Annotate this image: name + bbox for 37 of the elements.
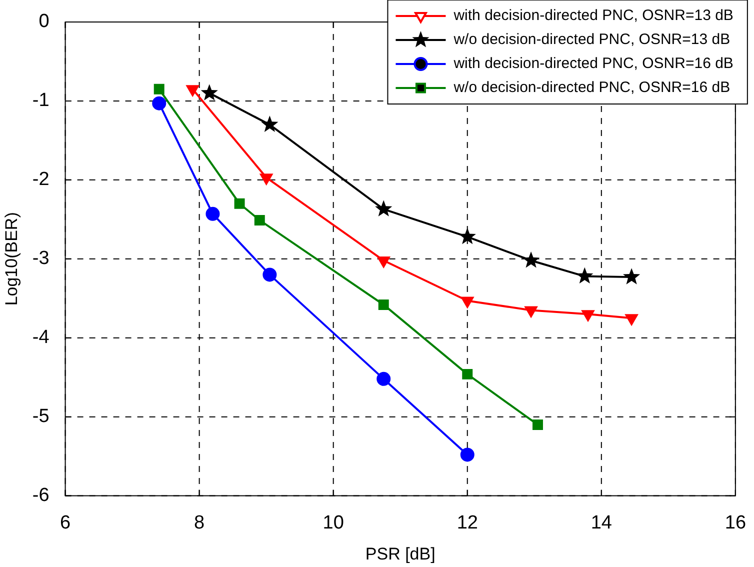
- x-tick-label: 12: [456, 512, 478, 534]
- point: [576, 267, 594, 284]
- point: [254, 214, 265, 226]
- point: [200, 84, 218, 100]
- y-tick-label: -4: [32, 327, 50, 348]
- point: [458, 228, 476, 244]
- point: [152, 96, 166, 110]
- x-tick-label: 10: [322, 512, 344, 534]
- point: [378, 299, 389, 310]
- x-axis-title: PSR [dB]: [365, 544, 436, 564]
- y-tick-label: -5: [32, 406, 50, 428]
- y-tick-label: -3: [32, 248, 50, 270]
- legend-label: with decision-directed PNC, OSNR=13 dB: [452, 7, 734, 24]
- x-tick-label: 6: [60, 512, 71, 534]
- y-tick-label: 0: [38, 11, 50, 32]
- point: [154, 84, 164, 94]
- point: [522, 251, 540, 268]
- y-tick-label: -6: [32, 485, 50, 506]
- point: [262, 268, 277, 282]
- x-tick-label: 14: [590, 512, 612, 534]
- x-tick-label: 16: [724, 512, 746, 534]
- y-tick-label: -1: [32, 90, 50, 112]
- y-tick-label: -2: [32, 169, 50, 190]
- legend-label: with decision-directed PNC, OSNR=16 dB: [452, 55, 734, 72]
- x-tick-label: 8: [194, 512, 205, 534]
- y-axis-title: Log10(BER): [2, 212, 21, 306]
- legend-label: w/o decision-directed PNC, OSNR=16 dB: [452, 79, 730, 96]
- point: [462, 368, 473, 380]
- point: [261, 116, 278, 132]
- point: [623, 268, 640, 284]
- point: [206, 206, 220, 221]
- point: [376, 372, 391, 386]
- point: [375, 200, 392, 216]
- point: [532, 419, 543, 430]
- point: [460, 448, 474, 462]
- point: [234, 198, 245, 209]
- legend-label: w/o decision-directed PNC, OSNR=13 dB: [452, 31, 730, 48]
